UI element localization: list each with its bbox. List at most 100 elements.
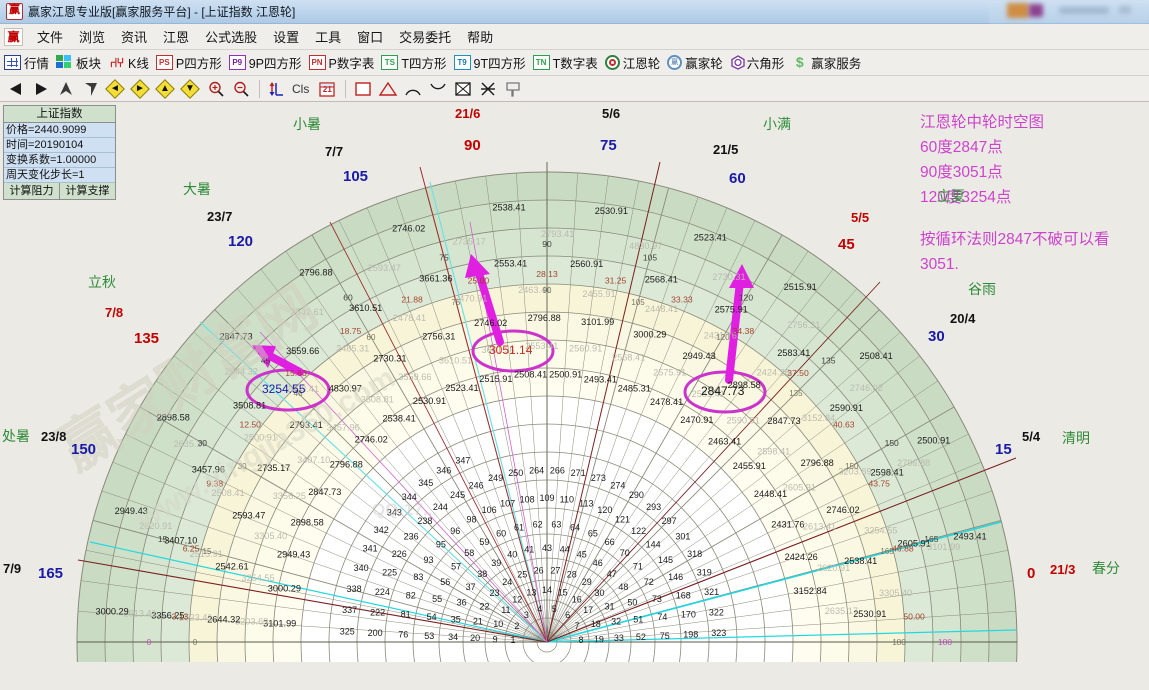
arc-down-tool-icon[interactable] — [428, 80, 448, 98]
triangle-tool-icon[interactable] — [378, 80, 398, 98]
menu-item-news[interactable]: 资讯 — [121, 30, 148, 45]
ring-value-label: 2746.02 — [392, 224, 425, 234]
ring-value-label: 65 — [588, 528, 598, 538]
diamond-down-icon[interactable]: ▼ — [180, 78, 201, 99]
drawing-toolbar[interactable]: ◄ ► ▲ ▼ Cls — [0, 76, 1149, 102]
zoom-out-icon[interactable] — [231, 80, 251, 98]
menu-item-gann[interactable]: 江恩 — [163, 30, 190, 45]
toolbar-button-winner-wheel[interactable]: 嬴 赢家轮 — [667, 53, 723, 72]
candlestick-icon: ⑁⑂ — [109, 55, 125, 70]
menu-item-formula-stock-pick[interactable]: 公式选股 — [205, 30, 258, 45]
toolbar-button-9p-square[interactable]: P9 9P四方形 — [228, 53, 302, 72]
toolbar-label: 9P四方形 — [248, 57, 302, 71]
ring-value-label: 31.25 — [605, 276, 627, 286]
ring-value-label: 105 — [643, 253, 657, 263]
ring-value-label: 150 — [885, 438, 899, 448]
ring-value-label: 52 — [636, 632, 646, 642]
ring-value-label: 4830.97 — [329, 383, 362, 393]
calc-resistance-button[interactable]: 计算阻力 — [4, 183, 60, 199]
ring-value-label: 14 — [542, 585, 552, 595]
ts-box-icon: TS — [381, 55, 399, 70]
prev-arrow-icon[interactable] — [6, 80, 26, 98]
up-cone-icon[interactable] — [56, 80, 76, 98]
ring-value-label: 34.38 — [733, 326, 755, 336]
gann-wheel-chart[interactable]: 2440.91 2440.91 0% 3101.993000.292949.43… — [0, 102, 1149, 690]
ring-value-label: 347 — [455, 456, 470, 466]
menu-item-settings[interactable]: 设置 — [273, 30, 300, 45]
ring-value-label: 3559.66 — [286, 346, 319, 356]
ring-value-label: 2735.17 — [452, 237, 485, 247]
menu-item-tools[interactable]: 工具 — [315, 30, 342, 45]
ring-value-label: 2538.41 — [382, 414, 415, 424]
ring-value-label: 3152.84 — [802, 413, 835, 423]
ring-value-label: 6 — [565, 610, 570, 620]
arc-up-tool-icon[interactable] — [403, 80, 423, 98]
diamond-left-icon[interactable]: ◄ — [105, 78, 126, 99]
ring-value-label: 75 — [451, 298, 460, 307]
menubar[interactable]: 赢 文件 浏览 资讯 江恩 公式选股 设置 工具 窗口 交易委托 帮助 — [0, 24, 1149, 50]
toolbar-button-p-square[interactable]: PS P四方形 — [155, 53, 222, 72]
hexagon-icon — [730, 55, 745, 70]
ring-value-label: 24 — [502, 577, 512, 587]
ring-value-label: 2590.91 — [726, 415, 759, 425]
winner-wheel-icon: 嬴 — [667, 55, 683, 70]
ring-value-label: 2793.41 — [541, 229, 574, 239]
main-toolbar[interactable]: 行情 板块 ⑁⑂ K线 PS P四方形 P9 9P四方形 PN P数字表 TS — [0, 50, 1149, 76]
ring-value-label: 2796.88 — [897, 458, 930, 468]
rectangle-tool-icon[interactable] — [353, 80, 373, 98]
ring-value-label: 2568.41 — [645, 275, 678, 285]
info-panel[interactable]: 上证指数 价格=2440.9099 时间=20190104 变换系数=1.000… — [3, 105, 116, 200]
diamond-up-icon[interactable]: ▲ — [155, 78, 176, 99]
menu-item-help[interactable]: 帮助 — [467, 30, 494, 45]
toolbar-button-hexagon[interactable]: 六角形 — [730, 53, 784, 72]
toolbar-button-p-number-table[interactable]: PN P数字表 — [308, 53, 374, 72]
flag-tool-icon[interactable] — [503, 80, 523, 98]
ring-value-label: 3254.55 — [241, 573, 274, 583]
toolbar-button-kline[interactable]: ⑁⑂ K线 — [108, 53, 149, 72]
zoom-in-icon[interactable] — [206, 80, 226, 98]
next-arrow-icon[interactable] — [31, 80, 51, 98]
ring-value-label: 21 — [473, 617, 483, 627]
ring-value-label: 2847.73 — [308, 487, 341, 497]
crossbox-tool-icon[interactable] — [453, 80, 473, 98]
toolbar-button-quotes[interactable]: 行情 — [4, 53, 49, 72]
down-cone-icon[interactable] — [81, 80, 101, 98]
solar-term-dashu: 大暑 — [183, 181, 211, 197]
toolbar-button-9t-square[interactable]: T9 9T四方形 — [453, 53, 526, 72]
menu-item-browse[interactable]: 浏览 — [79, 30, 106, 45]
menu-item-file[interactable]: 文件 — [37, 30, 64, 45]
ring-value-label: 165 — [880, 547, 894, 556]
menu-item-trade[interactable]: 交易委托 — [399, 30, 452, 45]
info-row-price: 价格=2440.9099 — [4, 123, 115, 138]
wheel-rings — [76, 161, 1018, 662]
solar-term-chunfen: 春分 — [1092, 560, 1120, 576]
ring-value-label: 3101.99 — [581, 317, 614, 327]
menu-item-window[interactable]: 窗口 — [357, 30, 384, 45]
ring-value-label: 28.13 — [536, 269, 558, 279]
ring-value-label: 37.50 — [787, 368, 809, 378]
toolbar-button-t-square[interactable]: TS T四方形 — [381, 53, 447, 72]
ring-value-label: 3508.81 — [361, 395, 394, 405]
ring-value-label: 3000.29 — [268, 584, 301, 594]
star-tool-icon[interactable] — [478, 80, 498, 98]
ring-value-label: 338 — [347, 584, 362, 594]
calendar-icon[interactable]: 21 — [317, 80, 337, 98]
ring-value-label: 2553.41 — [494, 259, 527, 269]
toolbar-button-t-number-table[interactable]: TN T数字表 — [532, 53, 598, 72]
ring-value-label: 16 — [572, 594, 582, 604]
toolbar-button-sectors[interactable]: 板块 — [56, 53, 101, 72]
ring-value-label: 76 — [398, 630, 408, 640]
ring-value-label: 2508.41 — [211, 488, 244, 498]
ring-value-label: 319 — [697, 567, 712, 577]
diamond-right-icon[interactable]: ► — [130, 78, 151, 99]
annotation-note-line-2: 3051. — [920, 256, 959, 273]
calc-support-button[interactable]: 计算支撑 — [60, 183, 115, 199]
vertical-scale-icon[interactable] — [267, 80, 287, 98]
ring-value-label: 73 — [652, 594, 662, 604]
highlighted-value-2847: 2847.73 — [701, 384, 745, 398]
ring-value-label: 3.13 — [172, 611, 189, 621]
ring-value-label: 2568.41 — [612, 353, 645, 363]
toolbar-button-gann-wheel[interactable]: 江恩轮 — [604, 53, 660, 72]
cls-label[interactable]: Cls — [292, 81, 310, 96]
toolbar-button-winner-service[interactable]: $ 赢家服务 — [791, 53, 861, 72]
